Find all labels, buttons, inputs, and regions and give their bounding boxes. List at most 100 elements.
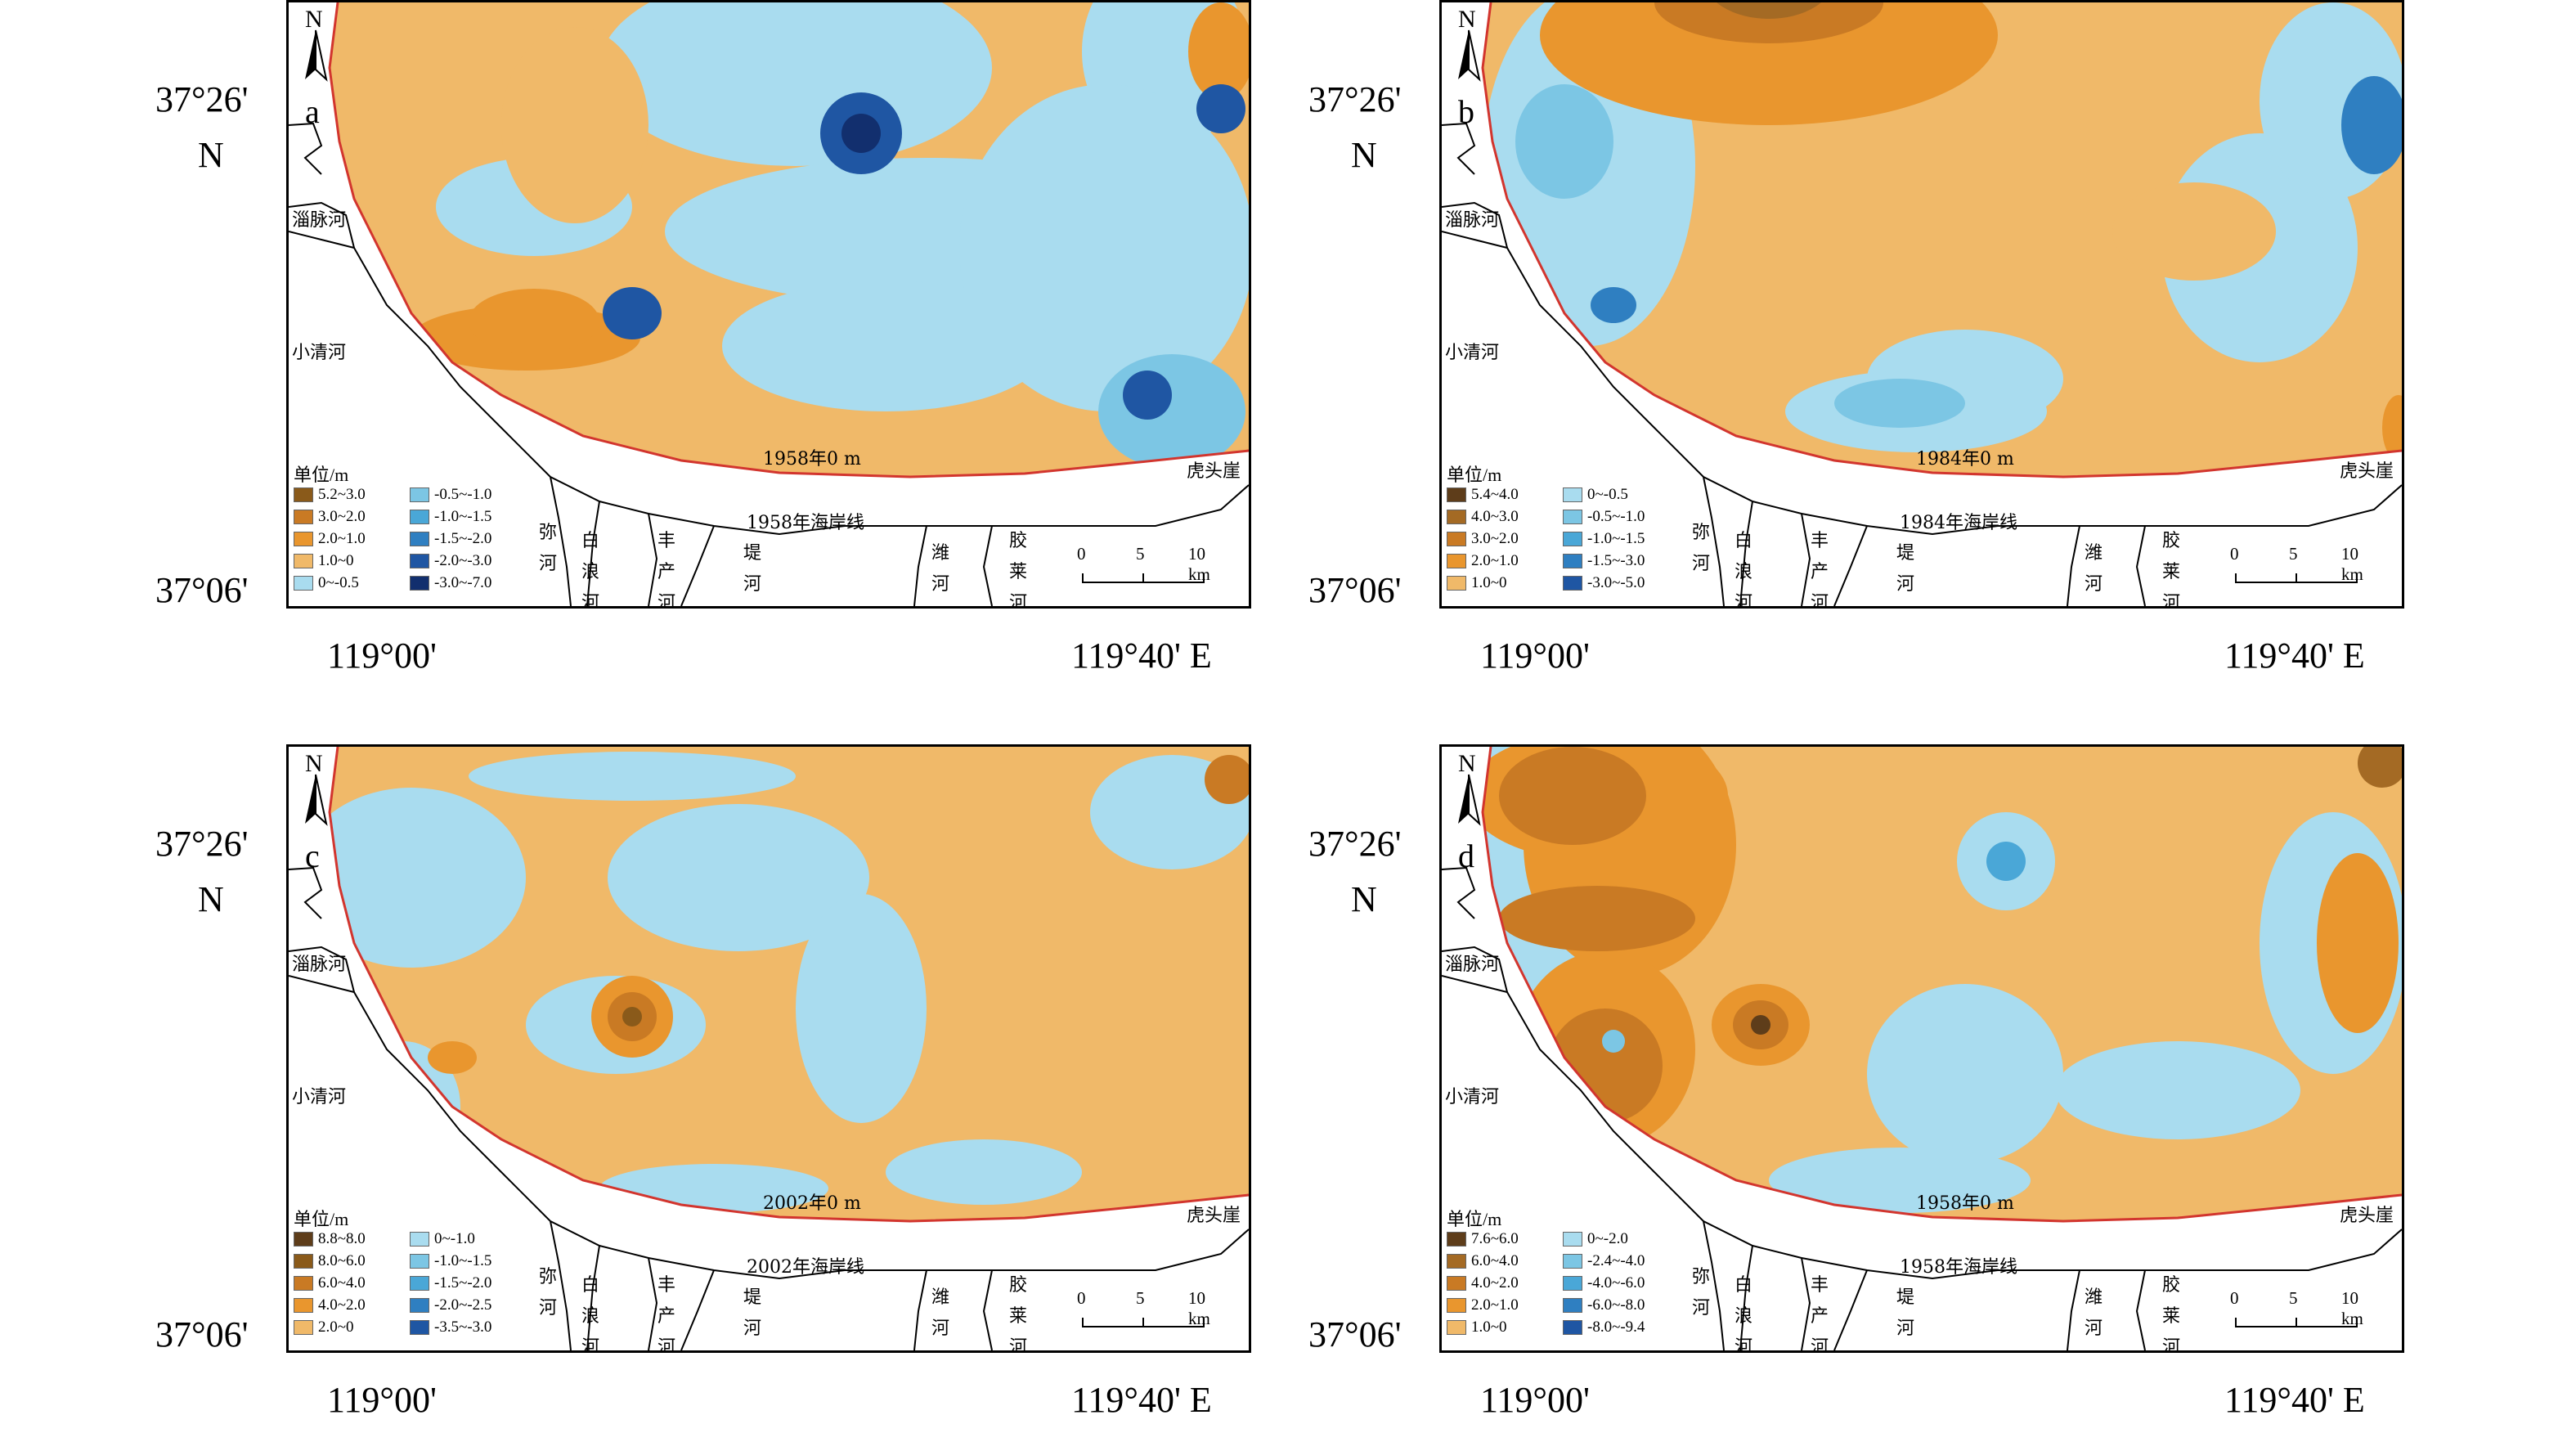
legend-label: -8.0~-9.4 [1587, 1318, 1645, 1336]
contour-region [1602, 1030, 1625, 1053]
contour-region [1834, 379, 1965, 428]
label-zimai-river: 淄脉河 [292, 210, 347, 231]
legend-title: 单位/m [294, 465, 349, 485]
legend-item: -3.5~-3.0 [410, 1316, 491, 1338]
north-arrow-icon: N [295, 6, 336, 88]
legend-swatch [410, 509, 429, 524]
label-mi-river: 弥河 [538, 1267, 557, 1318]
contour-region [1499, 747, 1646, 845]
legend-swatch [410, 1231, 429, 1247]
legend-item: -1.0~-1.5 [410, 1250, 491, 1272]
legend-swatch [410, 553, 429, 568]
lon-label-left: 119°00' [1480, 636, 1590, 676]
contour-region [841, 114, 881, 153]
legend-item: -2.4~-4.0 [1563, 1250, 1645, 1272]
panel-letter: b [1458, 93, 1474, 130]
scale-label-5: 5 [2289, 1288, 2298, 1308]
legend-label: 2.0~1.0 [318, 529, 366, 547]
legend-item: 2.0~1.0 [1447, 550, 1519, 572]
contour-region [1867, 984, 2063, 1164]
contour-region [1591, 287, 1636, 323]
lon-label-left: 119°00' [327, 1380, 437, 1420]
legend-column-left: 5.2~3.0 3.0~2.0 2.0~1.0 1.0~0 0~-0.5 [294, 483, 366, 594]
label-zimai-river: 淄脉河 [1445, 210, 1500, 231]
legend-item: 1.0~0 [1447, 1316, 1519, 1338]
contour-region [886, 1139, 1082, 1205]
lon-label-right: 119°40' E [2224, 1380, 2365, 1420]
lat-label-n: N [198, 879, 224, 919]
label-hutou-cliff: 虎头崖 [2340, 461, 2394, 482]
map-frame: N a 淄脉河 小清河 虎头崖 1958年0 m 1958年海岸线 弥河 白浪河… [286, 0, 1251, 609]
scale-label-10: 10 km [1188, 544, 1210, 584]
legend-swatch [1447, 1297, 1466, 1313]
lon-label-right: 119°40' E [1071, 636, 1212, 676]
legend-title: 单位/m [294, 1209, 349, 1229]
zero-line-label: 1958年0 m [1916, 1193, 2014, 1214]
legend-column-right: -0.5~-1.0 -1.0~-1.5 -1.5~-2.0 -2.0~-3.0 -3.0… [410, 483, 491, 594]
contour-region [1986, 842, 2026, 881]
scale-bar: 0 5 10 km [1074, 544, 1229, 601]
scale-bar: 0 5 10 km [2227, 1288, 2382, 1345]
lat-label-top: 37°26' [155, 824, 249, 864]
legend-swatch [1447, 1253, 1466, 1269]
label-bailang-river: 白浪河 [581, 1275, 599, 1353]
contour-region [2055, 1041, 2300, 1139]
legend-item: 3.0~2.0 [1447, 528, 1519, 550]
legend-swatch [410, 1253, 429, 1269]
legend-item: 4.0~2.0 [1447, 1272, 1519, 1294]
legend-label: -1.5~-2.0 [434, 529, 492, 547]
legend-label: 5.4~4.0 [1471, 485, 1519, 503]
label-di-river: 堤河 [1896, 543, 1914, 595]
legend-label: 2.0~0 [318, 1318, 354, 1336]
legend-label: 8.8~8.0 [318, 1229, 366, 1247]
contour-region [608, 804, 869, 951]
label-zimai-river: 淄脉河 [292, 955, 347, 975]
legend-swatch [294, 1231, 313, 1247]
legend-swatch [294, 509, 313, 524]
legend-item: 3.0~2.0 [294, 505, 366, 528]
contour-region [297, 788, 526, 968]
legend-swatch [410, 1297, 429, 1313]
contour-region [469, 752, 796, 801]
legend-swatch [294, 553, 313, 568]
legend-label: 7.6~6.0 [1471, 1229, 1519, 1247]
legend-item: -4.0~-6.0 [1563, 1272, 1645, 1294]
contour-region [1654, 2, 1883, 43]
lat-label-bottom: 37°06' [155, 570, 249, 610]
scale-label-10: 10 km [2341, 544, 2363, 584]
north-arrow-icon: N [1448, 750, 1489, 832]
lat-label-top: 37°26' [1308, 824, 1402, 864]
contour-region [599, 2, 992, 166]
legend-item: -1.5~-3.0 [1563, 550, 1645, 572]
legend-item: 6.0~4.0 [294, 1272, 366, 1294]
label-mi-river: 弥河 [538, 523, 557, 574]
legend-label: 3.0~2.0 [1471, 529, 1519, 547]
legend-swatch [1563, 1253, 1582, 1269]
legend-label: 3.0~2.0 [318, 507, 366, 525]
legend-item: -3.0~-5.0 [1563, 572, 1645, 594]
legend-swatch [1447, 1231, 1466, 1247]
contour-region [1769, 1148, 2031, 1213]
legend-title: 单位/m [1447, 465, 1502, 485]
legend-item: -0.5~-1.0 [1563, 505, 1645, 528]
legend-item: -1.5~-2.0 [410, 528, 491, 550]
label-di-river: 堤河 [743, 543, 761, 595]
contour-region [428, 1041, 477, 1074]
label-jiaolai-river: 胶莱河 [2161, 531, 2180, 609]
lat-label-n: N [198, 135, 224, 175]
label-wei-river: 潍河 [931, 543, 949, 595]
legend-swatch [1447, 1275, 1466, 1291]
legend-swatch [1447, 509, 1466, 524]
legend-item: -1.5~-2.0 [410, 1272, 491, 1294]
contour-region [1188, 2, 1249, 101]
legend-swatch [1447, 1319, 1466, 1335]
legend-item: 8.8~8.0 [294, 1228, 366, 1250]
legend-label: 4.0~2.0 [318, 1296, 366, 1314]
legend-column-left: 8.8~8.0 8.0~6.0 6.0~4.0 4.0~2.0 2.0~0 [294, 1228, 366, 1338]
label-mi-river: 弥河 [1691, 523, 1710, 574]
label-di-river: 堤河 [1896, 1287, 1914, 1339]
legend-swatch [1563, 1231, 1582, 1247]
legend-swatch [410, 487, 429, 502]
contour-region [1123, 371, 1172, 420]
label-wei-river: 潍河 [2084, 543, 2103, 595]
